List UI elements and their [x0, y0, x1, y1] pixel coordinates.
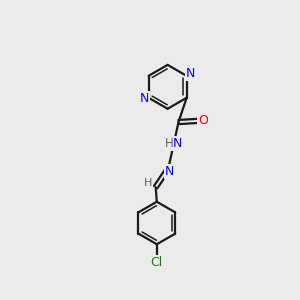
- Text: N: N: [173, 137, 182, 151]
- Text: O: O: [198, 114, 208, 128]
- Text: N: N: [165, 165, 174, 178]
- Text: H: H: [143, 178, 152, 188]
- Text: N: N: [186, 68, 196, 80]
- Text: N: N: [140, 92, 149, 105]
- Text: H: H: [164, 137, 173, 150]
- Text: Cl: Cl: [151, 256, 163, 269]
